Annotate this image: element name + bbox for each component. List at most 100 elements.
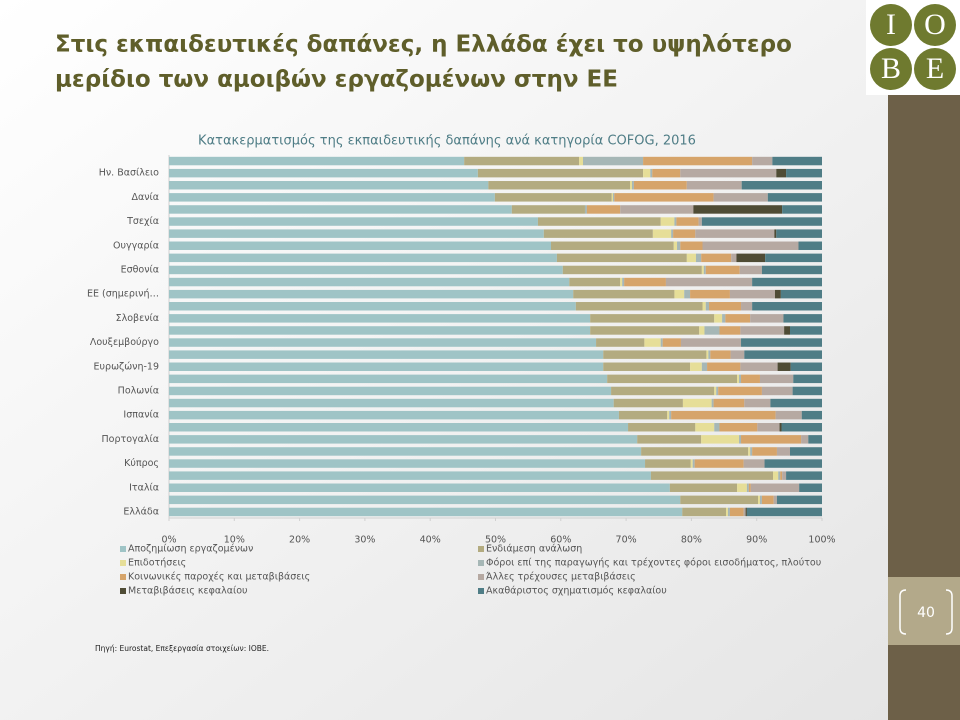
bar-segment [765, 253, 822, 263]
bar-segment [701, 265, 704, 275]
bar-segment [169, 495, 681, 505]
bar-segment [736, 253, 766, 263]
bar-segment [611, 193, 614, 202]
logo: I OB E [870, 4, 956, 90]
bar-segment [622, 277, 625, 287]
bar-segment [169, 398, 614, 408]
bar-segment [660, 217, 675, 226]
bar-segment [637, 435, 702, 444]
bar-segment [801, 435, 809, 444]
bar-segment [169, 193, 495, 202]
bar-segment [799, 483, 822, 492]
bar-segment [776, 229, 822, 238]
bar-segment [702, 241, 799, 250]
bar-segment [744, 350, 822, 359]
bar-segment [758, 495, 760, 505]
bar-segment [169, 229, 544, 238]
x-tick-label: 60% [550, 535, 571, 546]
bar-segment [774, 289, 781, 299]
bar-segment [169, 205, 512, 214]
legend-swatch [120, 560, 126, 566]
y-tick-label: Ισπανία [123, 410, 159, 421]
bar-segment [682, 398, 712, 408]
bar-segment [628, 423, 696, 432]
bar-segment [741, 302, 753, 311]
bar-segment [744, 398, 771, 408]
bar-segment [169, 423, 629, 432]
bar-segment [739, 374, 742, 384]
legend-label: Κοινωνικές παροχές και μεταβιβάσεις [128, 572, 310, 583]
bar-segment [631, 181, 634, 190]
bar-segment [690, 459, 693, 468]
bar-segment [722, 314, 726, 323]
bar-segment [169, 459, 646, 468]
bar-segment [701, 362, 708, 371]
legend-label: Ακαθάριστος σχηματισμός κεφαλαίου [486, 586, 667, 597]
bar-segment [725, 314, 751, 323]
bar-segment [707, 362, 741, 371]
bar-segment [674, 217, 677, 226]
bar-segment [750, 314, 784, 323]
bar-segment [745, 507, 747, 517]
bar-segment [741, 181, 822, 190]
bar-segment [169, 326, 591, 335]
y-tick-label: Κύπρος [124, 458, 159, 469]
bar-segment [731, 253, 737, 263]
bar-segment [770, 398, 822, 408]
x-tick-label: 100% [808, 535, 835, 546]
bar-segment [620, 277, 623, 287]
bar-segment [792, 386, 822, 396]
bar-segment [650, 471, 774, 480]
bar-segment [511, 205, 585, 214]
bar-segment [780, 289, 822, 299]
y-tick-label: ΕΕ (σημερινή… [87, 289, 159, 300]
slide-title: μερίδιο των αμοιβών εργαζομένων στην ΕΕ [55, 67, 618, 93]
bar-segment [671, 229, 674, 238]
bar-segment [686, 181, 742, 190]
x-tick-label: 50% [485, 535, 506, 546]
legend-swatch [478, 588, 484, 594]
bar-segment [169, 507, 683, 517]
bar-segment [740, 362, 778, 371]
bar-segment [169, 241, 552, 250]
bar-segment [169, 483, 670, 492]
bar-segment [584, 205, 587, 214]
bar-segment [752, 156, 773, 166]
logo-circle [914, 48, 956, 90]
bar-segment [695, 253, 702, 263]
bar-segment [694, 459, 744, 468]
bar-segment [690, 289, 730, 299]
bar-segment [776, 168, 787, 178]
bar-segment [643, 168, 651, 178]
bar-segment [660, 338, 663, 347]
bar-segment [464, 156, 580, 166]
bar-segment [781, 423, 822, 432]
bar-segment [665, 277, 753, 287]
y-tick-label: Πορτογαλία [101, 434, 159, 445]
bar-segment [743, 459, 765, 468]
bar-segment [613, 193, 615, 202]
bar-segment [790, 362, 822, 371]
bar-segment [674, 289, 685, 299]
bar-segment [703, 265, 706, 275]
bar-segment [752, 447, 777, 456]
bar-segment [698, 217, 702, 226]
bar-segment [562, 265, 702, 275]
bar-segment [607, 374, 738, 384]
bar-segment [777, 362, 791, 371]
x-tick-label: 0% [161, 535, 176, 546]
bar-segment [759, 495, 762, 505]
x-tick-label: 20% [289, 535, 310, 546]
bar-segment [739, 435, 742, 444]
bar-segment [740, 326, 785, 335]
bar-segment [695, 229, 775, 238]
slide-title: Στις εκπαιδευτικές δαπάνες, η Ελλάδα έχε… [55, 32, 792, 58]
bar-segment [169, 302, 576, 311]
bar-segment [752, 277, 822, 287]
bar-segment [680, 168, 777, 178]
legend-label: Αποζημίωση εργαζομένων [128, 544, 253, 555]
bar-segment [786, 168, 822, 178]
bar-segment [680, 241, 703, 250]
bar-segment [673, 229, 696, 238]
